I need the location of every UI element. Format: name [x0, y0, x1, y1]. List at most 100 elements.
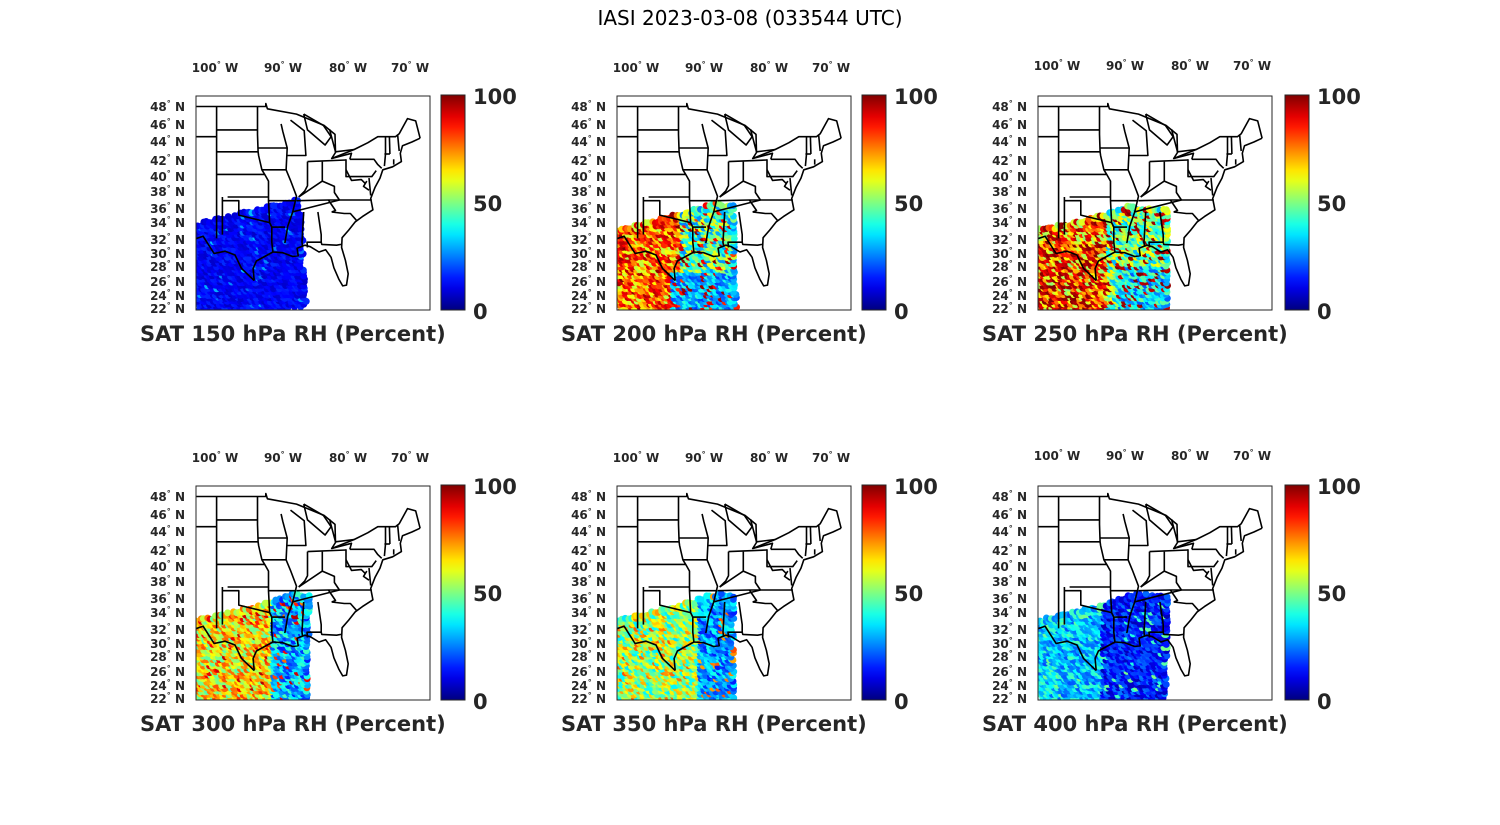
state-line — [1204, 180, 1212, 191]
state-line — [719, 161, 730, 198]
lat-tick-label: 42° N — [150, 543, 185, 558]
lat-tick-label: 44° N — [150, 524, 185, 539]
lon-tick-label: 80° W — [329, 450, 367, 465]
lat-tick-label: 32° N — [150, 622, 185, 637]
lat-tick-label: 44° N — [571, 134, 606, 149]
state-line — [320, 631, 342, 636]
figure-title: IASI 2023-03-08 (033544 UTC) — [597, 6, 903, 30]
map-panel-150: 100° W 90° W 80° W 70° W48° N46° N44° N42° … — [140, 60, 517, 346]
colorbar-tick-label: 50 — [894, 192, 923, 216]
lon-tick-label: 70° W — [391, 60, 429, 75]
lat-tick-label: 40° N — [571, 169, 606, 184]
state-line — [298, 161, 309, 198]
map-content — [617, 492, 842, 700]
state-line — [280, 123, 298, 244]
coastline — [252, 527, 421, 677]
lat-tick-label: 30° N — [150, 636, 185, 651]
state-line — [643, 199, 691, 224]
state-line — [817, 134, 821, 152]
state-line — [296, 199, 372, 202]
colorbar-tick-label: 0 — [1317, 300, 1332, 324]
lat-tick-label: 28° N — [150, 649, 185, 664]
lon-tick-label: 90° W — [685, 60, 723, 75]
map-content — [617, 102, 842, 310]
rh-dot — [224, 609, 232, 617]
lat-tick-label: 38° N — [150, 574, 185, 589]
lon-tick-label: 90° W — [1106, 58, 1144, 73]
state-line — [749, 128, 776, 153]
state-line — [301, 211, 305, 247]
state-line — [1140, 161, 1151, 198]
state-line — [1210, 178, 1214, 196]
lat-tick-label: 38° N — [992, 184, 1027, 199]
colorbar-tick-label: 100 — [473, 475, 517, 499]
map-frame — [616, 95, 852, 311]
state-line — [1187, 169, 1208, 184]
colorbar-tick-label: 0 — [473, 690, 488, 714]
lat-tick-label: 32° N — [571, 232, 606, 247]
rh-dot — [1162, 206, 1170, 214]
map-content — [1038, 102, 1263, 310]
lat-tick-label: 34° N — [571, 215, 606, 230]
state-line — [1129, 119, 1149, 157]
lat-tick-label: 36° N — [571, 201, 606, 216]
state-line — [1098, 106, 1116, 253]
state-line — [327, 589, 337, 603]
mexico-border — [617, 235, 676, 282]
lon-tick-label: 80° W — [329, 60, 367, 75]
state-line — [1122, 123, 1140, 244]
mexico-border — [1038, 235, 1097, 282]
panel-title: SAT 300 hPa RH (Percent) — [140, 712, 446, 736]
state-line — [1230, 136, 1233, 155]
state-line — [331, 152, 353, 160]
state-line — [298, 570, 341, 591]
lat-tick-label: 34° N — [150, 605, 185, 620]
state-line — [307, 159, 347, 163]
state-line — [302, 503, 332, 536]
state-line — [368, 178, 372, 196]
lat-tick-label: 22° N — [992, 301, 1027, 316]
state-line — [362, 570, 370, 581]
lat-tick-label: 48° N — [571, 99, 606, 114]
lat-tick-label: 30° N — [992, 246, 1027, 261]
state-line — [701, 123, 719, 244]
rh-observation-dots — [196, 590, 313, 700]
state-line — [291, 589, 340, 603]
map-frame — [1037, 95, 1273, 311]
lat-tick-label: 38° N — [150, 184, 185, 199]
map-frame — [195, 95, 431, 311]
state-line — [783, 180, 791, 191]
lat-tick-label: 34° N — [992, 215, 1027, 230]
state-line — [1143, 211, 1147, 247]
lon-tick-label: 100° W — [1034, 58, 1080, 73]
lon-tick-label: 100° W — [192, 60, 238, 75]
state-line — [752, 211, 778, 221]
state-line — [349, 548, 383, 559]
lat-tick-label: 22° N — [150, 691, 185, 706]
colorbar-tick-label: 0 — [473, 300, 488, 324]
state-line — [287, 119, 307, 157]
state-line — [1170, 128, 1197, 153]
lat-tick-label: 22° N — [150, 301, 185, 316]
state-line — [388, 136, 391, 155]
lat-tick-label: 30° N — [571, 246, 606, 261]
state-line — [748, 199, 758, 213]
lat-tick-label: 42° N — [571, 153, 606, 168]
coastline — [1094, 137, 1263, 287]
colorbar-tick-label: 100 — [473, 85, 517, 109]
state-line — [1173, 211, 1199, 221]
lon-tick-label: 100° W — [192, 450, 238, 465]
state-line — [287, 509, 307, 547]
lat-tick-label: 46° N — [150, 507, 185, 522]
lat-tick-label: 42° N — [992, 153, 1027, 168]
state-line — [298, 551, 309, 588]
lon-tick-label: 90° W — [264, 60, 302, 75]
lat-tick-label: 28° N — [150, 259, 185, 274]
state-boundaries — [196, 492, 421, 677]
colorbar — [1284, 94, 1310, 311]
lat-tick-label: 44° N — [992, 134, 1027, 149]
state-line — [1133, 199, 1182, 213]
lon-tick-label: 70° W — [812, 60, 850, 75]
state-line — [1238, 134, 1242, 152]
